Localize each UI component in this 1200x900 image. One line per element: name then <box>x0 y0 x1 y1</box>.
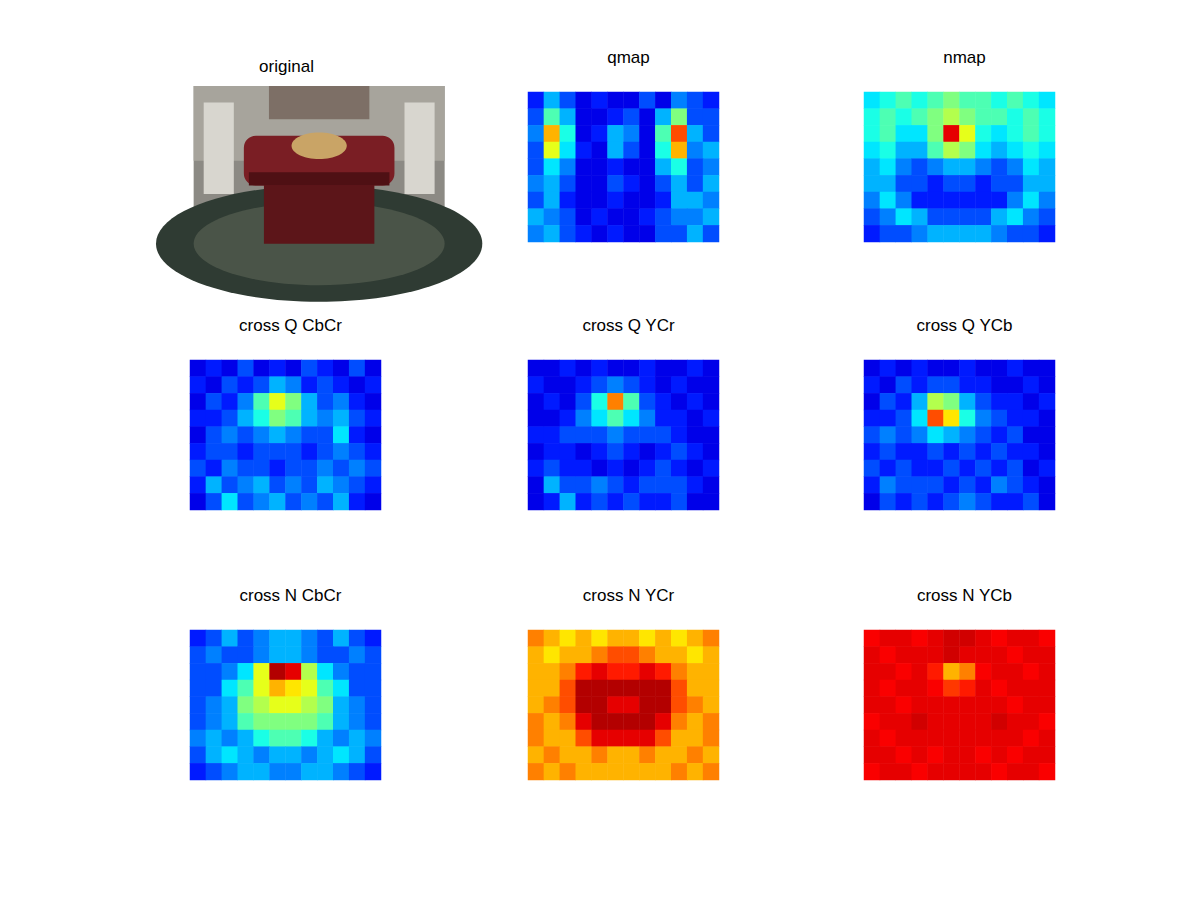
svg-text:qmap: qmap <box>607 48 650 67</box>
svg-text:cross Q CbCr: cross Q CbCr <box>239 316 342 335</box>
svg-text:nmap: nmap <box>943 48 986 67</box>
svg-text:cross Q YCb: cross Q YCb <box>916 316 1012 335</box>
svg-text:original: original <box>259 57 314 76</box>
svg-text:cross N CbCr: cross N CbCr <box>239 586 341 605</box>
svg-text:cross Q YCr: cross Q YCr <box>582 316 675 335</box>
svg-text:cross N YCb: cross N YCb <box>917 586 1012 605</box>
svg-text:cross N YCr: cross N YCr <box>583 586 675 605</box>
